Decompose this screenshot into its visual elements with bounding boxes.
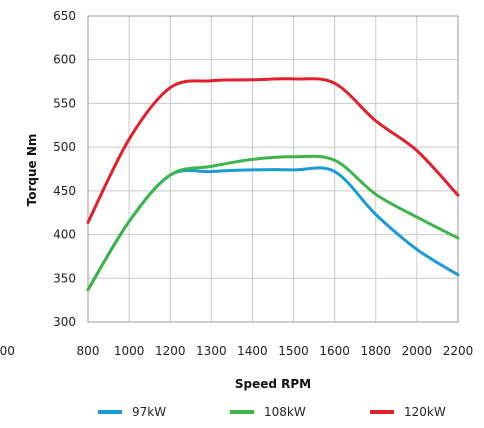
x-tick-label: 1000 — [114, 344, 145, 358]
x-tick-label: 1200 — [155, 344, 186, 358]
series-line-97kw — [86, 166, 460, 292]
legend-label: 97kW — [132, 405, 166, 419]
y-tick-label: 650 — [53, 9, 76, 23]
legend-label: 120kW — [404, 405, 446, 419]
legend-label: 108kW — [264, 405, 306, 419]
series-line-108kw — [86, 154, 460, 292]
x-tick-label: 1400 — [237, 344, 268, 358]
y-tick-label: 550 — [53, 96, 76, 110]
y-axis-ticks: 300 350 400 450 500 550 600 650 — [53, 9, 76, 329]
y-tick-label: 350 — [53, 271, 76, 285]
y-tick-label: 500 — [53, 140, 76, 154]
y-tick-label: 400 — [53, 228, 76, 242]
series-lines — [86, 77, 460, 292]
stray-tick-label: 200 — [0, 344, 15, 358]
y-axis-title: Torque Nm — [25, 134, 39, 207]
legend: 97kW 108kW 120kW — [98, 405, 446, 419]
x-tick-label: 2000 — [402, 344, 433, 358]
x-tick-label: 1600 — [319, 344, 350, 358]
x-axis-title: Speed RPM — [235, 377, 311, 391]
x-axis-ticks: 800 1000 1200 1300 1400 1500 1600 1800 2000 2200 — [77, 344, 474, 358]
y-tick-label: 600 — [53, 53, 76, 67]
x-tick-label: 1800 — [361, 344, 392, 358]
y-tick-label: 450 — [53, 184, 76, 198]
x-tick-label: 1500 — [278, 344, 309, 358]
x-tick-label: 2200 — [443, 344, 474, 358]
x-tick-label: 800 — [77, 344, 100, 358]
series-line-120kw — [86, 77, 460, 224]
x-tick-label: 1300 — [196, 344, 227, 358]
y-tick-label: 300 — [53, 315, 76, 329]
plot-frame — [87, 15, 459, 323]
